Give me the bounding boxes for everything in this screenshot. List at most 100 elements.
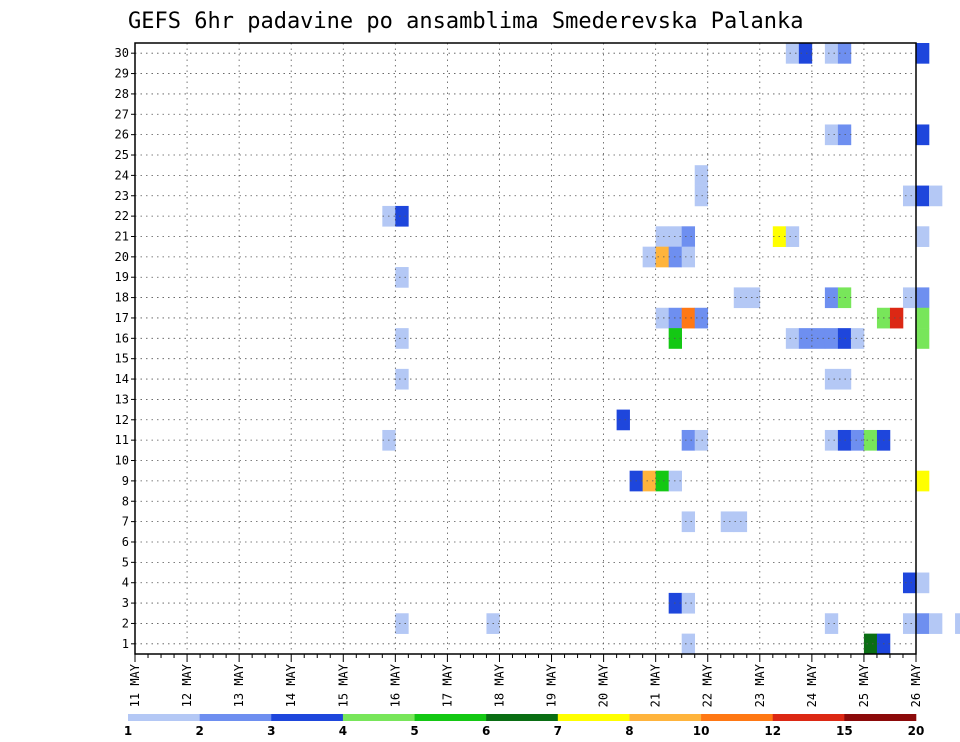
y-axis: 1234567891011121314151617181920212223242… — [115, 46, 135, 651]
y-tick-label: 11 — [115, 433, 129, 447]
heatmap-cell — [824, 124, 839, 146]
x-tick-label: 15 MAY — [336, 663, 350, 707]
heatmap-cell — [824, 613, 839, 634]
heatmap-cell — [902, 287, 917, 309]
heatmap-cell — [902, 572, 917, 594]
heatmap-cell — [642, 246, 656, 268]
colorbar-label: 6 — [482, 724, 490, 738]
heatmap-cell — [863, 633, 878, 655]
heatmap-cell — [681, 429, 696, 451]
heatmap-cell — [916, 185, 930, 207]
heatmap-cell — [655, 307, 669, 329]
x-tick-label: 19 MAY — [545, 663, 559, 707]
heatmap-cell — [395, 328, 409, 349]
colorbar-swatch — [271, 714, 344, 721]
y-tick-label: 21 — [115, 229, 129, 243]
y-tick-label: 13 — [115, 392, 129, 406]
heatmap-cell — [850, 429, 865, 451]
heatmap-cell — [681, 307, 696, 329]
colorbar-label: 8 — [625, 724, 633, 738]
x-tick-label: 13 MAY — [232, 663, 246, 707]
heatmap-cell — [655, 226, 669, 247]
heatmap-cell — [929, 613, 943, 634]
colorbar-swatch — [414, 714, 487, 721]
heatmap-cell — [916, 124, 930, 146]
colorbar-label: 20 — [908, 724, 925, 738]
heatmap-cell — [916, 572, 930, 594]
heatmap-cell — [694, 165, 709, 186]
y-tick-label: 24 — [115, 168, 129, 182]
x-tick-label: 22 MAY — [701, 663, 715, 707]
x-tick-label: 26 MAY — [909, 663, 923, 707]
colorbar: 1 2 3 4 5 6 7 8 10 12 15 20 — [124, 714, 925, 738]
y-tick-label: 5 — [122, 555, 129, 569]
y-tick-label: 28 — [115, 87, 129, 101]
heatmap-cell — [694, 429, 709, 451]
x-tick-label: 11 MAY — [128, 663, 142, 707]
heatmap-cell — [916, 287, 930, 309]
heatmap-cell — [681, 246, 696, 268]
colorbar-label: 7 — [554, 724, 562, 738]
heatmap-cell — [916, 613, 930, 634]
y-tick-label: 18 — [115, 291, 129, 305]
heatmap-cell — [746, 287, 761, 309]
y-tick-label: 8 — [122, 494, 129, 508]
x-tick-label: 17 MAY — [440, 663, 454, 707]
heatmap-cell — [916, 43, 930, 64]
heatmap-cell — [824, 328, 839, 349]
heatmap-cell — [395, 205, 409, 227]
y-tick-label: 1 — [122, 637, 129, 651]
colorbar-swatch — [772, 714, 845, 721]
grid-lines — [135, 43, 916, 654]
heatmap-cell — [916, 328, 930, 349]
y-tick-label: 20 — [115, 250, 129, 264]
heatmap-cell — [395, 368, 409, 390]
y-tick-label: 12 — [115, 413, 129, 427]
x-tick-label: 14 MAY — [284, 663, 298, 707]
x-tick-label: 23 MAY — [753, 663, 767, 707]
heatmap-cell — [916, 470, 930, 492]
y-tick-label: 26 — [115, 128, 129, 142]
y-tick-label: 2 — [122, 616, 129, 630]
y-tick-label: 29 — [115, 67, 129, 81]
colorbar-swatch — [844, 714, 917, 721]
heatmap-cell — [824, 429, 839, 451]
y-tick-label: 10 — [115, 454, 129, 468]
x-tick-label: 18 MAY — [492, 663, 506, 707]
colorbar-label: 5 — [410, 724, 418, 738]
heatmap-cell — [824, 368, 839, 390]
y-tick-label: 15 — [115, 352, 129, 366]
heatmap-cell — [616, 409, 630, 431]
heatmap-cell — [798, 43, 813, 64]
heatmap-cell — [642, 470, 656, 492]
x-axis: 11 MAY 12 MAY 13 MAY 14 MAY 15 MAY 16 MAY 17 M… — [128, 654, 923, 707]
heatmap-cell — [916, 307, 930, 329]
heatmap-cell — [811, 328, 826, 349]
colorbar-swatch — [342, 714, 415, 721]
y-tick-label: 14 — [115, 372, 129, 386]
heatmap-cell — [681, 511, 696, 533]
colorbar-label: 10 — [693, 724, 710, 738]
colorbar-label: 1 — [124, 724, 132, 738]
heatmap-cell — [785, 226, 800, 247]
colorbar-swatch — [557, 714, 630, 721]
y-tick-label: 23 — [115, 189, 129, 203]
heatmap-cell — [916, 226, 930, 247]
colorbar-label: 15 — [836, 724, 853, 738]
x-tick-label: 12 MAY — [180, 663, 194, 707]
heatmap-cell — [850, 328, 865, 349]
heatmap-cell — [863, 429, 878, 451]
colorbar-swatch — [701, 714, 774, 721]
colorbar-swatch — [486, 714, 559, 721]
colorbar-label: 12 — [764, 724, 781, 738]
colorbar-swatch — [128, 714, 200, 721]
heatmap-cell — [785, 43, 800, 64]
x-tick-label: 20 MAY — [597, 663, 611, 707]
heatmap-cell — [694, 185, 709, 207]
heatmap-cell — [681, 633, 696, 655]
heatmap-cell — [694, 307, 709, 329]
heatmap-cell — [681, 592, 696, 614]
heatmap-cell — [955, 613, 960, 634]
colorbar-swatch — [629, 714, 702, 721]
